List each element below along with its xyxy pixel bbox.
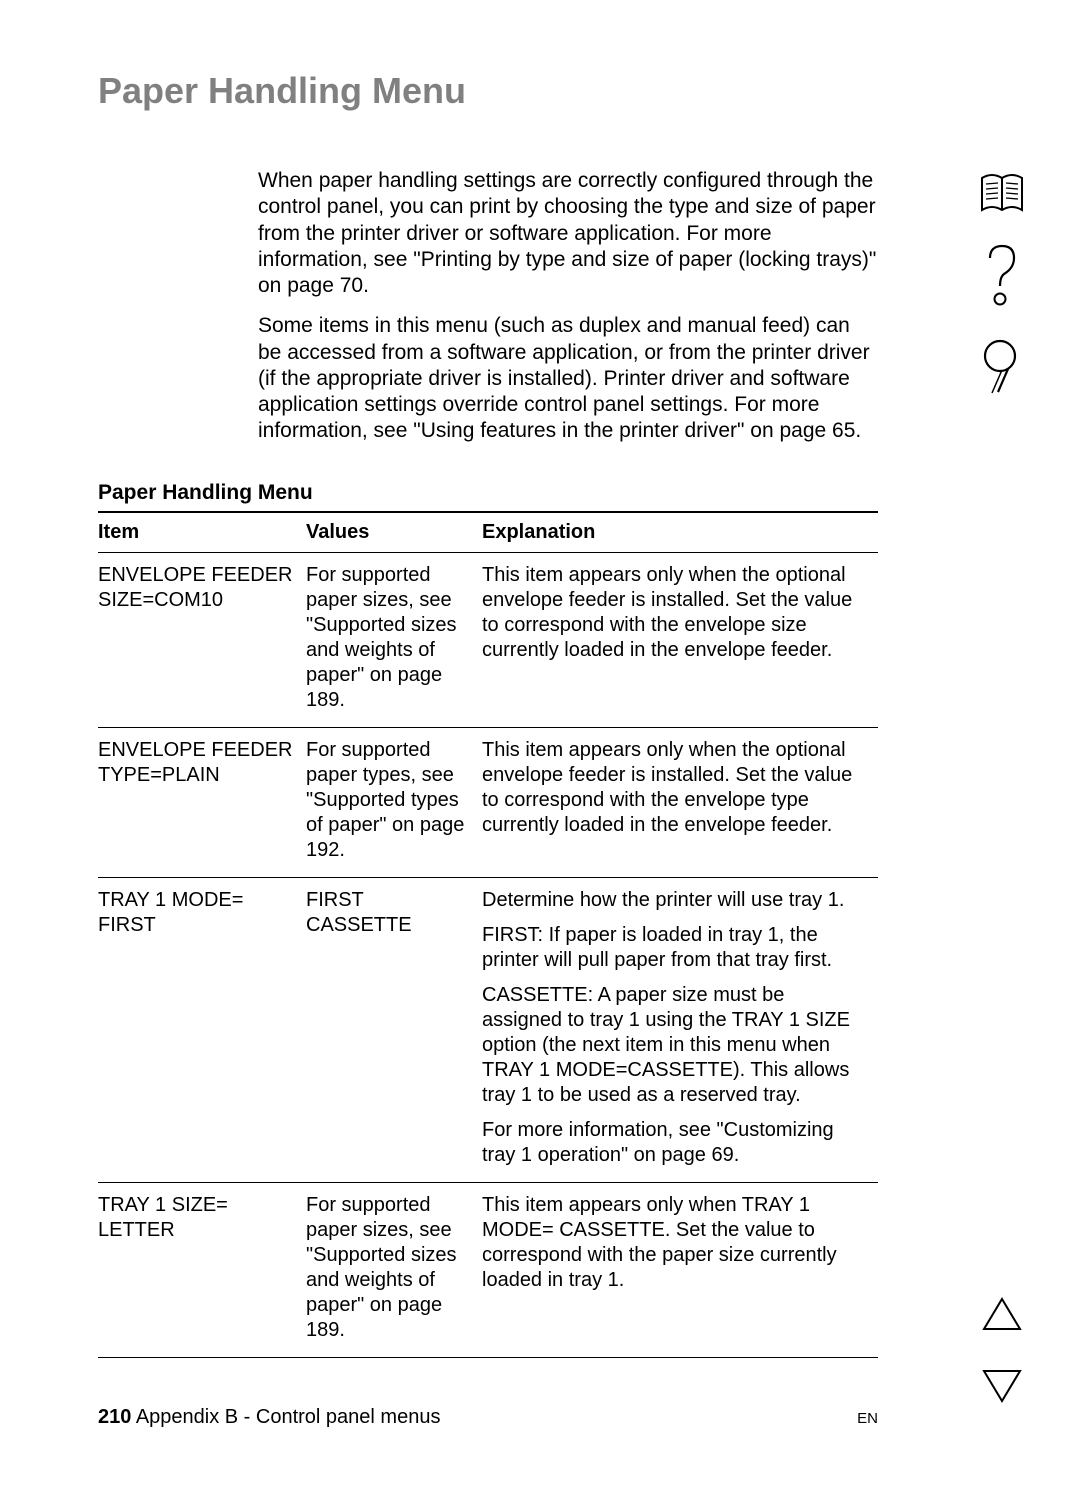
explanation-text: This item appears only when the optional… — [482, 563, 868, 663]
cell-item: ENVELOPE FEEDER SIZE=COM10 — [98, 552, 306, 727]
col-header-item: Item — [98, 512, 306, 553]
cell-values: For supported paper sizes, see "Supporte… — [306, 1182, 482, 1357]
cell-values: For supported paper types, see "Supporte… — [306, 727, 482, 877]
col-header-explanation: Explanation — [482, 512, 878, 553]
cell-explanation: This item appears only when the optional… — [482, 552, 878, 727]
cell-explanation: Determine how the printer will use tray … — [482, 877, 878, 1182]
cell-item: ENVELOPE FEEDER TYPE=PLAIN — [98, 727, 306, 877]
table-row: TRAY 1 SIZE= LETTER For supported paper … — [98, 1182, 878, 1357]
cell-values: For supported paper sizes, see "Supporte… — [306, 552, 482, 727]
cell-item: TRAY 1 SIZE= LETTER — [98, 1182, 306, 1357]
explanation-text: Determine how the printer will use tray … — [482, 888, 868, 913]
cell-values: FIRST CASSETTE — [306, 877, 482, 1182]
explanation-text: This item appears only when TRAY 1 MODE=… — [482, 1193, 868, 1293]
intro-paragraph-1: When paper handling settings are correct… — [258, 168, 878, 299]
help-icon[interactable] — [982, 244, 1022, 308]
footer-lang: EN — [857, 1410, 878, 1427]
footer-section: Appendix B - Control panel menus — [136, 1406, 441, 1428]
footer-left: 210 Appendix B - Control panel menus — [98, 1406, 440, 1429]
explanation-text: This item appears only when the optional… — [482, 738, 868, 838]
page-nav-arrows — [972, 1295, 1032, 1405]
explanation-text: For more information, see "Customizing t… — [482, 1118, 868, 1168]
table-header-row: Item Values Explanation — [98, 512, 878, 553]
page-down-icon[interactable] — [980, 1367, 1024, 1405]
cell-explanation: This item appears only when TRAY 1 MODE=… — [482, 1182, 878, 1357]
table-row: ENVELOPE FEEDER SIZE=COM10 For supported… — [98, 552, 878, 727]
page-up-icon[interactable] — [980, 1295, 1024, 1333]
explanation-text: FIRST: If paper is loaded in tray 1, the… — [482, 923, 868, 973]
table-row: ENVELOPE FEEDER TYPE=PLAIN For supported… — [98, 727, 878, 877]
sidebar-icon-strip — [972, 170, 1032, 396]
table-row: TRAY 1 MODE= FIRST FIRST CASSETTE Determ… — [98, 877, 878, 1182]
paper-handling-table: Item Values Explanation ENVELOPE FEEDER … — [98, 511, 878, 1358]
table-caption: Paper Handling Menu — [98, 481, 878, 505]
page-number: 210 — [98, 1406, 131, 1428]
intro-block: When paper handling settings are correct… — [258, 168, 878, 445]
cell-item: TRAY 1 MODE= FIRST — [98, 877, 306, 1182]
col-header-values: Values — [306, 512, 482, 553]
explanation-text: CASSETTE: A paper size must be assigned … — [482, 983, 868, 1108]
book-icon[interactable] — [978, 170, 1026, 216]
page-footer: 210 Appendix B - Control panel menus EN — [98, 1406, 878, 1429]
magnifier-icon[interactable] — [980, 336, 1024, 396]
page-title: Paper Handling Menu — [98, 70, 878, 112]
cell-explanation: This item appears only when the optional… — [482, 727, 878, 877]
intro-paragraph-2: Some items in this menu (such as duplex … — [258, 313, 878, 444]
